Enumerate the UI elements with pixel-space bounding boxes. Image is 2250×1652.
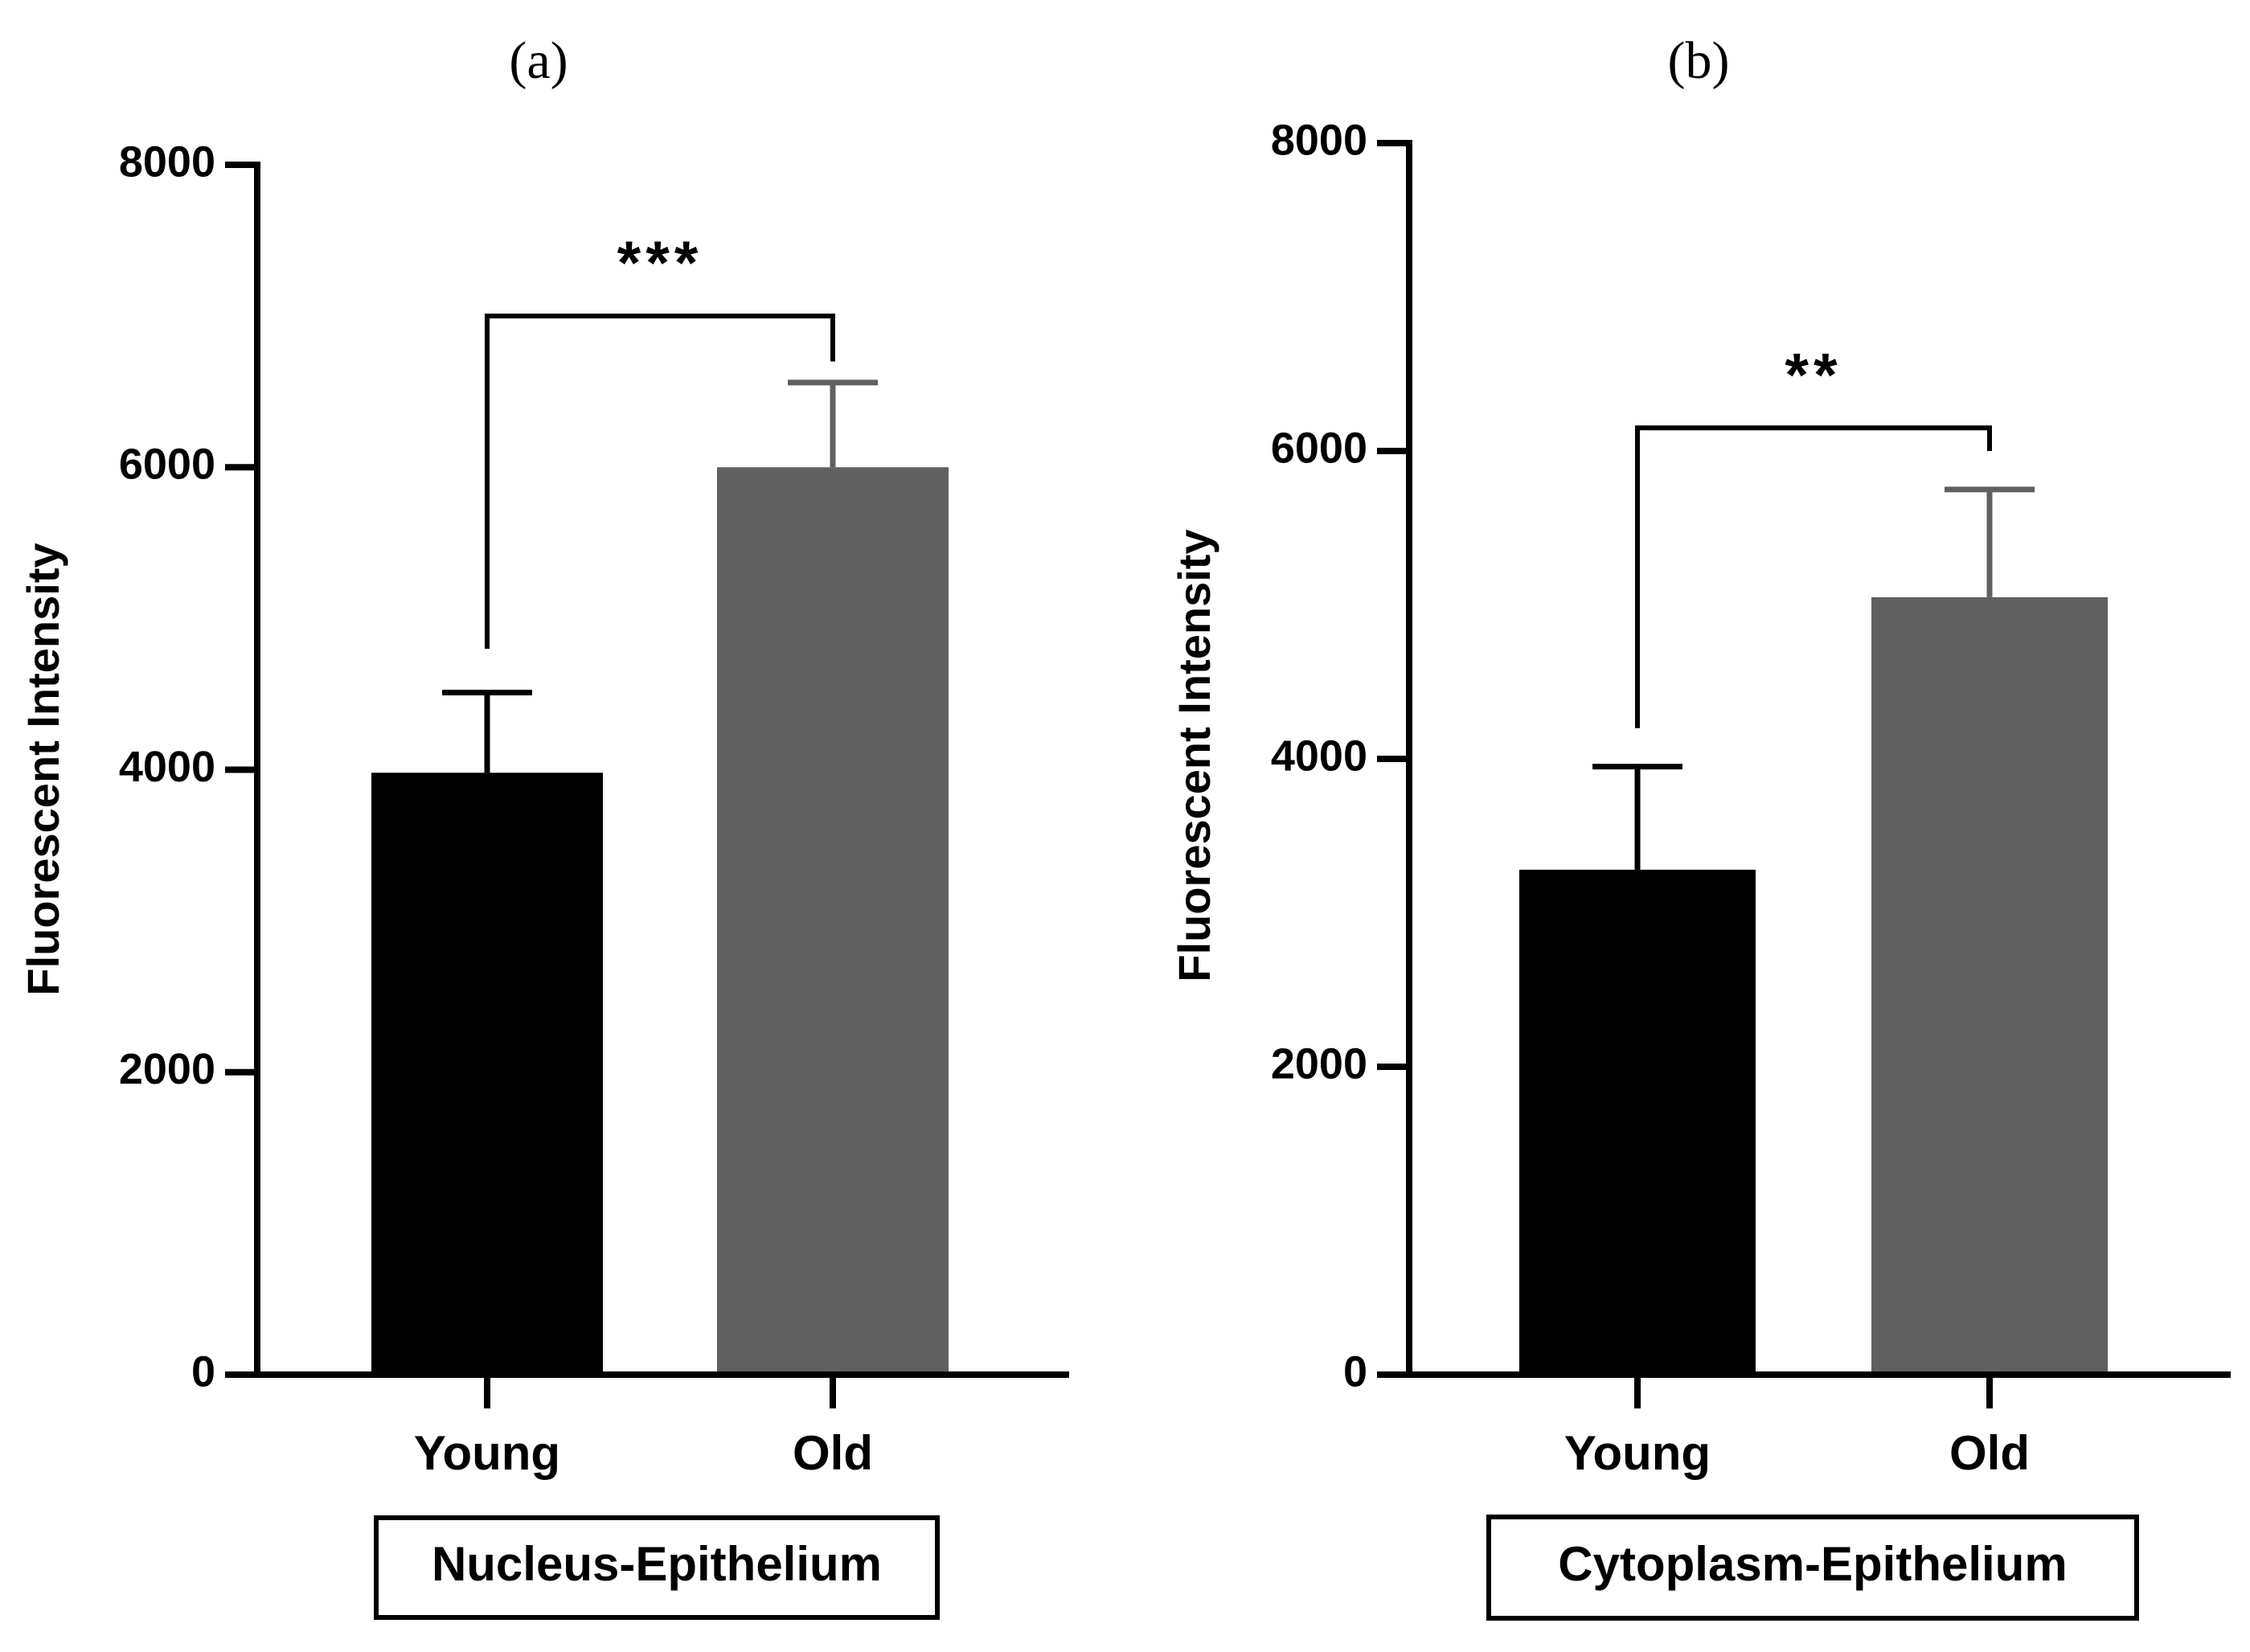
- significance-bracket: [485, 314, 835, 649]
- y-tick-label: 8000: [119, 137, 215, 186]
- y-tick-label: 8000: [1271, 116, 1367, 164]
- significance-label: **: [1785, 341, 1842, 409]
- x-tick-label: Old: [1949, 1426, 2030, 1480]
- y-axis-label: Fluorescent Intensity: [1169, 529, 1219, 982]
- bar-old: [1871, 596, 2108, 1375]
- chart-title: Cytoplasm-Epithelium: [1558, 1537, 2067, 1591]
- y-tick-label: 2000: [119, 1045, 215, 1093]
- x-tick-label: Young: [1564, 1426, 1711, 1480]
- panel-label: (b): [1668, 31, 1730, 90]
- bar-old: [717, 467, 949, 1375]
- chart-title: Nucleus-Epithelium: [432, 1537, 882, 1591]
- panel-label: (a): [509, 31, 568, 90]
- panel-a: (a) 0 2000 4000 6000 8000 Young Old Fluorescent …: [18, 31, 1069, 1620]
- chart-title-box: [1486, 1515, 2139, 1621]
- panel-b: (b) 0 2000 4000 6000 8000 Young Old Fluorescent …: [1169, 31, 2231, 1621]
- y-tick-label: 4000: [119, 743, 215, 791]
- y-tick-label: 4000: [1271, 732, 1367, 780]
- significance-bracket: [1635, 425, 1992, 728]
- bar-young: [1519, 869, 1756, 1375]
- x-tick-label: Old: [793, 1426, 873, 1480]
- bar-young: [371, 773, 603, 1375]
- y-axis-label: Fluorescent Intensity: [18, 543, 68, 995]
- significance-label: ***: [617, 229, 703, 297]
- x-tick-label: Young: [414, 1426, 560, 1480]
- y-tick-label: 2000: [1271, 1039, 1367, 1088]
- chart-title-box: [374, 1515, 940, 1620]
- y-tick-label: 6000: [119, 441, 215, 489]
- y-tick-label: 6000: [1271, 424, 1367, 472]
- y-tick-label: 0: [1343, 1347, 1367, 1396]
- y-tick-label: 0: [191, 1347, 215, 1396]
